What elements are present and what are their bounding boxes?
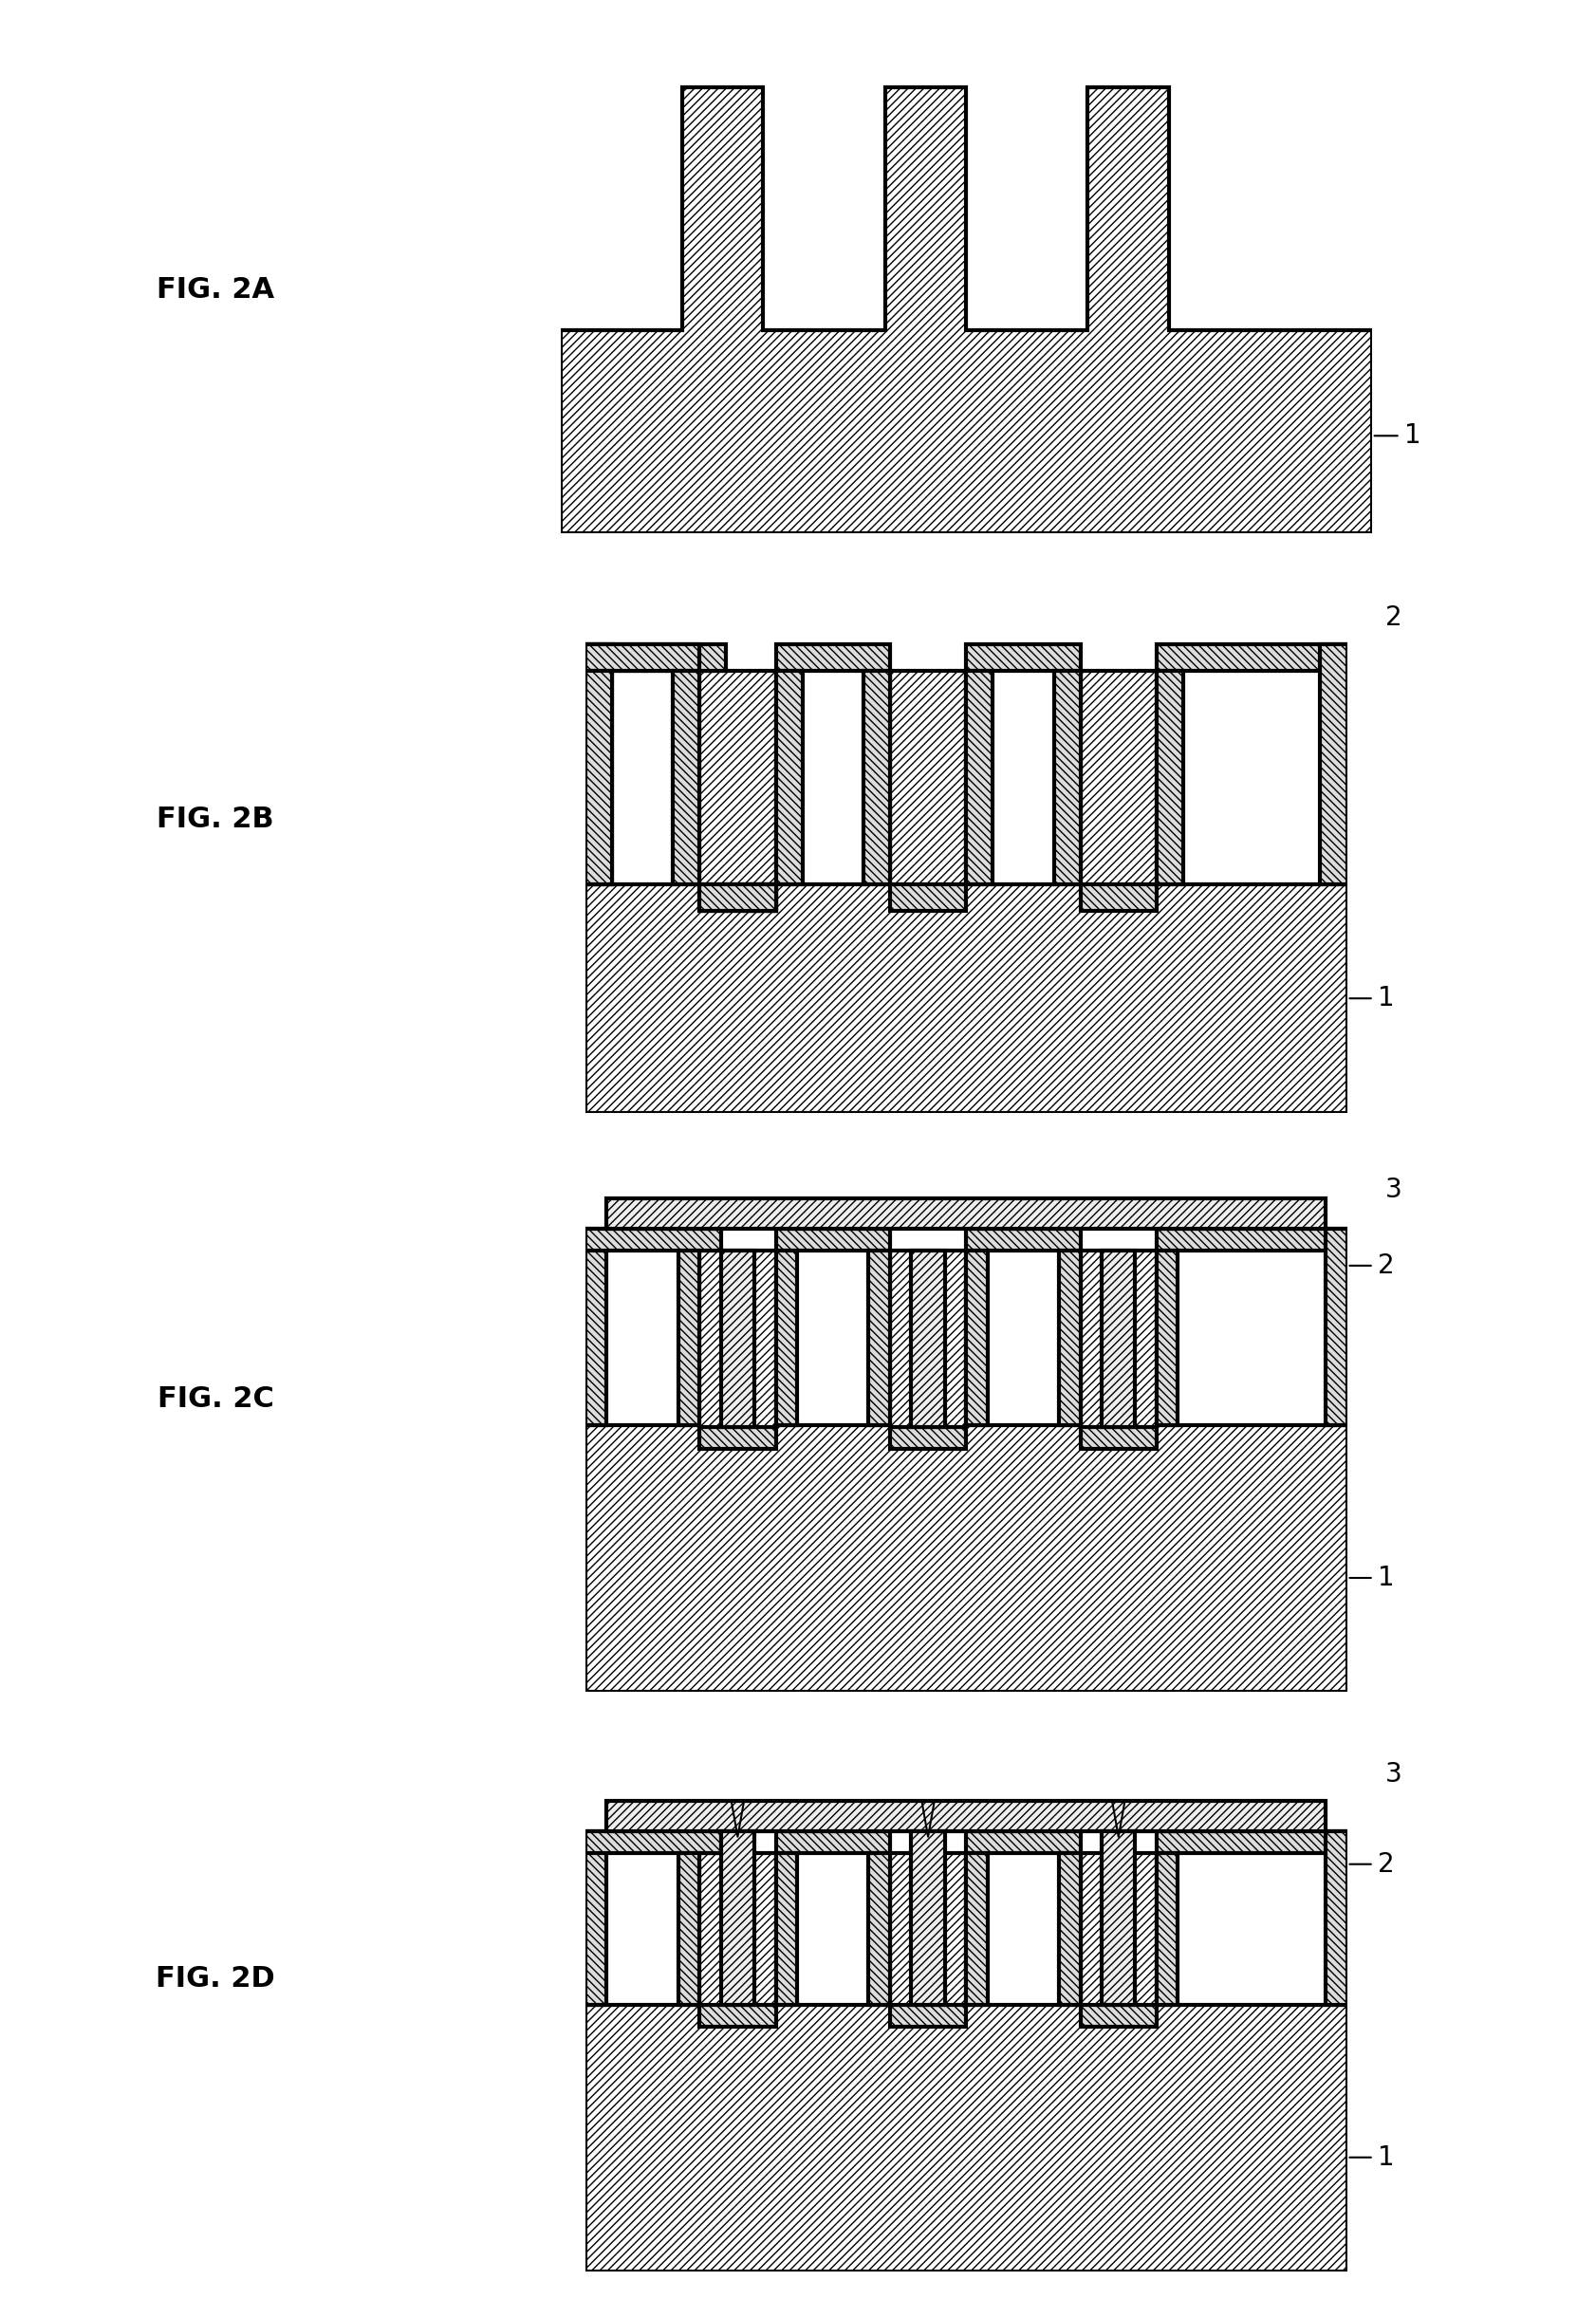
Bar — [1080, 883, 1156, 911]
Bar — [1325, 1831, 1345, 2005]
Bar — [586, 1831, 606, 2005]
Bar — [889, 883, 966, 911]
Bar — [586, 644, 699, 670]
Bar — [966, 644, 1080, 670]
Bar — [966, 1852, 986, 2005]
Bar — [1101, 1249, 1135, 1428]
Bar — [699, 883, 776, 911]
Bar — [863, 670, 889, 883]
Text: 1: 1 — [1403, 422, 1420, 450]
Text: FIG. 2D: FIG. 2D — [156, 1966, 275, 1991]
Bar — [720, 1249, 753, 1428]
Bar — [1058, 1249, 1080, 1426]
Bar — [678, 1249, 699, 1426]
Bar — [1156, 644, 1345, 670]
Polygon shape — [560, 88, 1371, 533]
Bar — [1101, 1831, 1135, 2005]
Bar — [1080, 1428, 1156, 1449]
Bar — [606, 1801, 1325, 1831]
Text: 3: 3 — [1384, 1175, 1401, 1203]
Bar — [911, 1831, 945, 2005]
Text: FIG. 2A: FIG. 2A — [156, 276, 275, 304]
Bar — [889, 1428, 966, 1449]
Bar — [776, 1229, 889, 1249]
Text: 1: 1 — [1377, 2144, 1393, 2170]
Bar — [699, 1428, 776, 1449]
Bar — [966, 670, 993, 883]
Bar — [1156, 1852, 1178, 2005]
Bar — [586, 1831, 720, 1852]
Bar — [672, 670, 699, 883]
Bar — [1156, 1831, 1345, 1852]
Bar — [1156, 1229, 1345, 1249]
Polygon shape — [586, 670, 1345, 1113]
Bar — [1320, 644, 1345, 883]
Bar — [678, 1852, 699, 2005]
Bar — [699, 883, 726, 911]
Bar — [1156, 670, 1183, 883]
Bar — [586, 644, 726, 670]
Text: 2: 2 — [1377, 1850, 1393, 1878]
Polygon shape — [586, 1852, 1345, 2272]
Text: 2: 2 — [1377, 1252, 1393, 1280]
Bar — [966, 1249, 986, 1426]
Bar — [776, 670, 801, 883]
Bar — [776, 1831, 889, 1852]
Text: FIG. 2C: FIG. 2C — [156, 1386, 275, 1412]
Bar — [966, 1229, 1080, 1249]
Bar — [586, 1229, 606, 1426]
Bar — [726, 883, 776, 911]
Bar — [1053, 670, 1080, 883]
Bar — [586, 670, 611, 883]
Bar — [749, 883, 776, 911]
Bar — [1156, 1249, 1178, 1426]
Bar — [889, 2005, 966, 2026]
Text: 1: 1 — [1377, 985, 1393, 1011]
Bar — [720, 1831, 753, 2005]
Bar — [776, 1249, 796, 1426]
Bar — [606, 1198, 1325, 1229]
Bar — [868, 1852, 889, 2005]
Bar — [776, 1852, 796, 2005]
Bar — [1058, 1852, 1080, 2005]
Bar — [586, 644, 611, 883]
Bar — [699, 2005, 776, 2026]
Bar — [966, 1831, 1080, 1852]
Bar — [1325, 1229, 1345, 1426]
Bar — [1080, 2005, 1156, 2026]
Bar — [868, 1249, 889, 1426]
Polygon shape — [586, 1249, 1345, 1692]
Bar — [586, 1229, 720, 1249]
Text: 1: 1 — [1377, 1565, 1393, 1590]
Bar — [911, 1249, 945, 1428]
Text: 3: 3 — [1384, 1762, 1401, 1787]
Text: FIG. 2B: FIG. 2B — [156, 807, 275, 832]
Text: 2: 2 — [1384, 605, 1401, 630]
Bar — [776, 644, 889, 670]
